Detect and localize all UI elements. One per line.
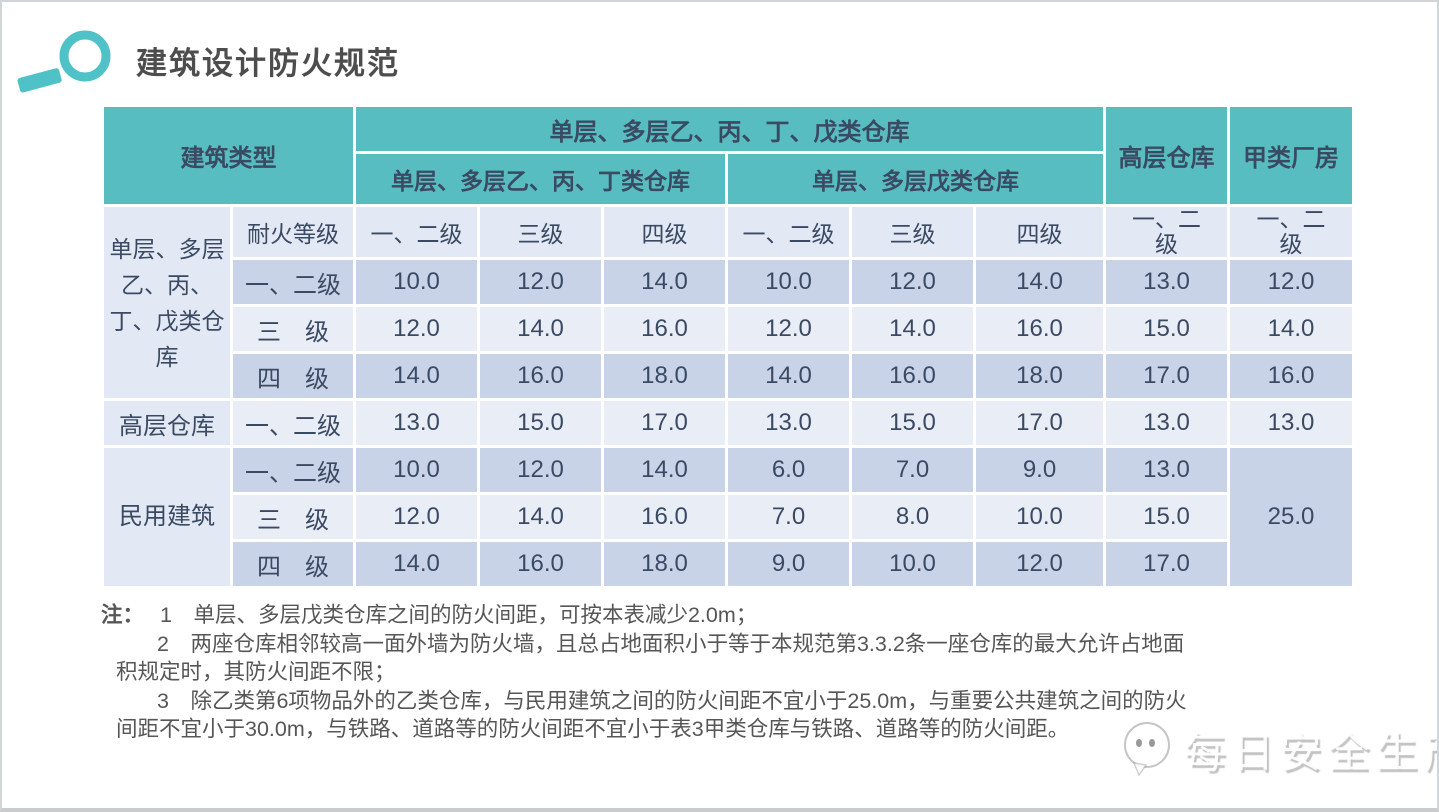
table-cell: 12.0: [356, 307, 477, 351]
table-cell: 12.0: [852, 260, 973, 304]
note-line: 2 两座仓库相邻较高一面外墙为防火墙，且总占地面积小于等于本规范第3.3.2条一…: [157, 631, 1185, 656]
row-rating-label: 一、二级: [233, 401, 353, 445]
note-line: 间距不宜小于30.0m，与铁路、道路等的防火间距不宜小于表3甲类仓库与铁路、道路…: [116, 717, 1070, 741]
table-cell: 16.0: [480, 354, 601, 398]
table-cell: 15.0: [480, 401, 601, 445]
header-class-a-plant: 甲类厂房: [1230, 107, 1352, 204]
notes-block: 注： 1 单层、多层戊类仓库之间的防火间距，可按本表减少2.0m； 2 两座仓库相…: [101, 601, 1437, 744]
rating-col-header: 一、二级: [1106, 207, 1227, 257]
header-warehouse-bcd: 单层、多层乙、丙、丁类仓库: [356, 154, 725, 204]
row-rating-label: 三 级: [233, 495, 353, 539]
table-cell: 18.0: [976, 354, 1103, 398]
table-cell: 14.0: [852, 307, 973, 351]
table-cell: 8.0: [852, 495, 973, 539]
table-cell: 14.0: [356, 542, 477, 586]
note-label: 注：: [101, 603, 145, 627]
table-cell: 16.0: [852, 354, 973, 398]
table-cell: 12.0: [356, 495, 477, 539]
note-line: 3 除乙类第6项物品外的乙类仓库，与民用建筑之间的防火间距不宜小于25.0m，与…: [157, 688, 1187, 713]
row-group-highrise-label: 高层仓库: [104, 401, 230, 445]
header-fire-rating: 耐火等级: [233, 207, 353, 257]
table-cell: 16.0: [976, 307, 1103, 351]
rating-col-header: 四级: [976, 207, 1103, 257]
header-warehouse-group: 单层、多层乙、丙、丁、戊类仓库: [356, 107, 1103, 151]
table-cell: 14.0: [1230, 307, 1352, 351]
table-cell: 13.0: [1106, 260, 1227, 304]
table-cell: 12.0: [728, 307, 849, 351]
table-cell: 9.0: [728, 542, 849, 586]
table-cell: 15.0: [1106, 307, 1227, 351]
title-bar: 建筑设计防火规范: [2, 2, 1437, 98]
table-cell: 13.0: [1106, 401, 1227, 445]
row-rating-label: 一、二级: [233, 448, 353, 492]
table-cell: 17.0: [1106, 542, 1227, 586]
table-cell: 12.0: [1230, 260, 1352, 304]
header-warehouse-e: 单层、多层戊类仓库: [728, 154, 1103, 204]
table-cell: 9.0: [976, 448, 1103, 492]
page-title: 建筑设计防火规范: [136, 45, 400, 81]
table-cell: 14.0: [480, 307, 601, 351]
table-cell: 10.0: [356, 260, 477, 304]
table-cell: 17.0: [976, 401, 1103, 445]
rating-col-header: 一、二级: [356, 207, 477, 257]
table-cell: 13.0: [728, 401, 849, 445]
table-cell: 10.0: [356, 448, 477, 492]
table-cell: 15.0: [852, 401, 973, 445]
table-cell: 14.0: [728, 354, 849, 398]
fire-separation-table: 建筑类型 单层、多层乙、丙、丁、戊类仓库 高层仓库 甲类厂房 单层、多层乙、丙、…: [101, 104, 1355, 589]
table-cell: 16.0: [604, 495, 725, 539]
table-cell: 10.0: [852, 542, 973, 586]
row-rating-label: 三 级: [233, 307, 353, 351]
table-cell: 13.0: [356, 401, 477, 445]
rating-col-header: 四级: [604, 207, 725, 257]
header-high-rise-warehouse: 高层仓库: [1106, 107, 1227, 204]
table-cell: 16.0: [604, 307, 725, 351]
table-cell: 7.0: [728, 495, 849, 539]
table-cell: 14.0: [604, 260, 725, 304]
table-cell: 14.0: [480, 495, 601, 539]
table-cell: 12.0: [480, 448, 601, 492]
table-cell: 16.0: [1230, 354, 1352, 398]
rating-col-header: 一、二级: [1230, 207, 1352, 257]
note-line: 注： 1 单层、多层戊类仓库之间的防火间距，可按本表减少2.0m；: [101, 601, 1437, 630]
table-cell: 6.0: [728, 448, 849, 492]
row-rating-label: 四 级: [233, 354, 353, 398]
header-building-type: 建筑类型: [104, 107, 353, 204]
note-text: 1 单层、多层戊类仓库之间的防火间距，可按本表减少2.0m；: [160, 603, 758, 627]
table-cell: 10.0: [976, 495, 1103, 539]
row-group-warehouse-label: 单层、多层乙、丙、丁、戊类仓库: [104, 207, 230, 398]
row-rating-label: 四 级: [233, 542, 353, 586]
table-cell: 12.0: [480, 260, 601, 304]
table-cell: 13.0: [1230, 401, 1352, 445]
table-cell: 17.0: [604, 401, 725, 445]
table-cell: 16.0: [480, 542, 601, 586]
table-cell: 14.0: [604, 448, 725, 492]
table-cell: 14.0: [356, 354, 477, 398]
row-rating-label: 一、二级: [233, 260, 353, 304]
table-cell: 10.0: [728, 260, 849, 304]
table-cell: 7.0: [852, 448, 973, 492]
table-cell: 13.0: [1106, 448, 1227, 492]
table-cell-merged: 25.0: [1230, 448, 1352, 586]
table-cell: 18.0: [604, 542, 725, 586]
note-line: 积规定时，其防火间距不限；: [116, 660, 396, 684]
magnifier-icon: [17, 30, 111, 93]
rating-col-header: 一、二级: [728, 207, 849, 257]
row-group-civil-label: 民用建筑: [104, 448, 230, 586]
table-cell: 14.0: [976, 260, 1103, 304]
table-cell: 18.0: [604, 354, 725, 398]
table-cell: 12.0: [976, 542, 1103, 586]
table-cell: 15.0: [1106, 495, 1227, 539]
rating-col-header: 三级: [852, 207, 973, 257]
rating-col-header: 三级: [480, 207, 601, 257]
table-cell: 17.0: [1106, 354, 1227, 398]
